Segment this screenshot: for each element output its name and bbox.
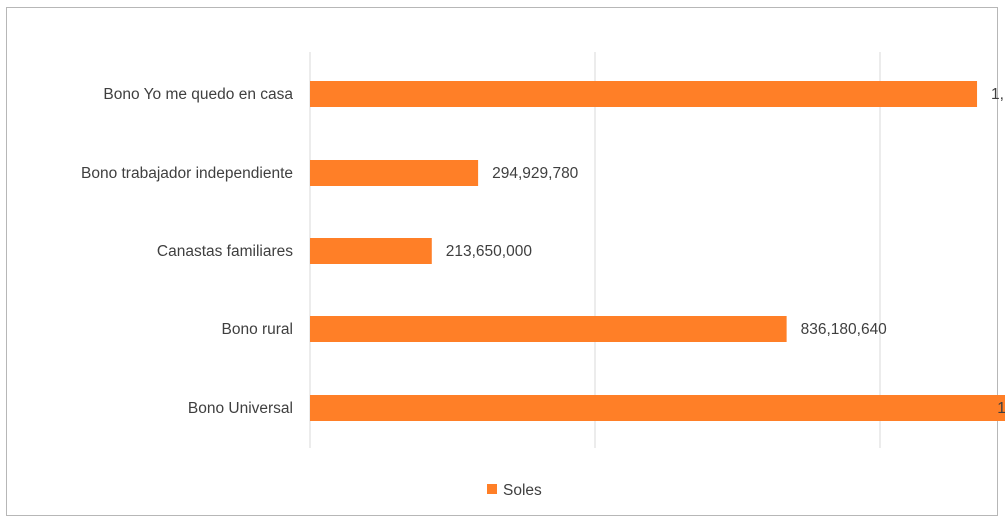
bar-2 — [310, 238, 432, 264]
value-label-4: 1,226,802,800 — [997, 400, 1005, 417]
category-labels: Bono Yo me quedo en casa Bono trabajador … — [81, 86, 293, 417]
value-labels: 1,170,250,340 294,929,780 213,650,000 836,1… — [446, 86, 1005, 417]
bars — [310, 81, 1005, 421]
legend-swatch-soles — [487, 484, 497, 494]
bar-0 — [310, 81, 978, 107]
category-label-3: Bono rural — [221, 321, 293, 338]
value-label-1: 294,929,780 — [492, 165, 579, 182]
category-label-2: Canastas familiares — [157, 243, 293, 260]
legend-label-soles: Soles — [503, 482, 542, 499]
value-label-3: 836,180,640 — [801, 321, 888, 338]
category-label-4: Bono Universal — [188, 400, 293, 417]
bar-1 — [310, 160, 479, 186]
category-label-1: Bono trabajador independiente — [81, 165, 293, 182]
bar-3 — [310, 316, 787, 342]
bar-4 — [310, 395, 1005, 421]
value-label-0: 1,170,250,340 — [991, 86, 1005, 103]
legend: Soles — [487, 482, 542, 499]
value-label-2: 213,650,000 — [446, 243, 533, 260]
category-label-0: Bono Yo me quedo en casa — [103, 86, 293, 103]
